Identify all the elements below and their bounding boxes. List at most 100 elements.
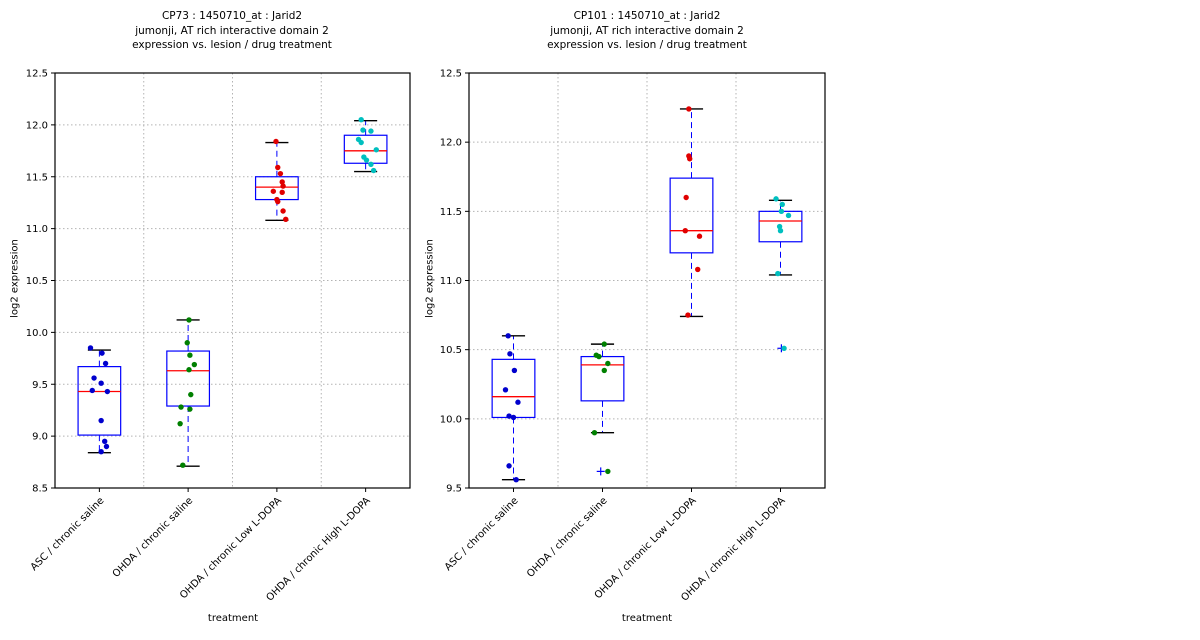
data-point: [506, 463, 512, 469]
data-point: [89, 387, 95, 394]
data-point: [510, 414, 517, 421]
data-point: [275, 164, 281, 171]
y-tick-label: 12.0: [26, 120, 48, 131]
data-point: [283, 216, 289, 222]
left-x-axis-label: treatment: [207, 613, 259, 624]
iqr-box: [580, 355, 625, 402]
data-point: [368, 161, 374, 167]
x-tick-label: OHDA / chronic saline: [525, 495, 610, 580]
data-point: [186, 317, 192, 323]
data-point: [191, 361, 198, 368]
y-tick-label: 9.5: [32, 380, 48, 391]
data-point: [696, 233, 703, 239]
data-point: [373, 147, 379, 153]
data-point: [785, 212, 792, 219]
x-tick-label: OHDA / chronic Low L-DOPA: [178, 495, 284, 601]
y-tick-label: 8.5: [32, 484, 48, 495]
data-point: [87, 345, 94, 351]
data-point: [506, 413, 512, 419]
data-point: [102, 438, 108, 445]
data-point: [280, 183, 286, 189]
right-plot-title: CP101 : 1450710_at : Jarid2 jumonji, AT …: [437, 9, 857, 53]
data-point: [515, 399, 521, 405]
y-tick-label: 11.0: [26, 224, 48, 235]
data-point: [778, 208, 785, 215]
data-point: [511, 367, 518, 374]
data-point: [686, 106, 692, 112]
data-point: [103, 443, 110, 450]
data-point: [601, 341, 607, 347]
data-point: [777, 228, 784, 234]
left-plot-title-line1: CP73 : 1450710_at : Jarid2: [161, 10, 303, 22]
data-point: [601, 367, 607, 374]
data-point: [605, 360, 611, 367]
y-tick-label: 11.5: [26, 172, 48, 183]
x-tick-label: ASC / chronic saline: [443, 495, 521, 573]
data-point: [188, 391, 194, 398]
data-point: [279, 179, 285, 185]
iqr-box: [77, 366, 122, 436]
data-point: [98, 448, 104, 455]
data-point: [775, 270, 781, 277]
data-point: [368, 128, 374, 134]
data-point: [184, 340, 190, 346]
left-plot: 8.5 9.0 9.5 10.0 10.5 11.0 11.5 12.0 12.5 ASC / c…: [26, 69, 411, 604]
data-point: [605, 468, 611, 475]
data-point: [280, 208, 286, 214]
data-point: [187, 352, 193, 358]
data-point: [358, 139, 364, 146]
y-tick-label: 10.0: [26, 328, 48, 339]
right-y-axis-label: log2 expression: [424, 239, 436, 318]
data-point: [695, 266, 701, 273]
data-point: [685, 312, 691, 318]
data-point: [277, 170, 284, 177]
y-tick-label: 10.5: [26, 276, 48, 287]
data-point: [270, 188, 277, 194]
iqr-box: [166, 350, 211, 407]
data-point: [505, 333, 511, 339]
data-point: [779, 201, 785, 208]
data-point: [682, 228, 688, 234]
y-tick-label: 11.5: [440, 207, 462, 218]
data-point: [104, 388, 111, 395]
data-point: [279, 189, 285, 196]
data-point: [91, 375, 97, 381]
y-tick-label: 9.0: [32, 432, 48, 443]
left-plot-title-line2: jumonji, AT rich interactive domain 2: [135, 24, 329, 37]
y-tick-label: 10.0: [440, 414, 462, 425]
data-point: [687, 156, 693, 162]
x-tick-label: OHDA / chronic High L-DOPA: [264, 495, 372, 603]
y-tick-label: 12.5: [26, 69, 48, 80]
left-plot-title-line3: expression vs. lesion / drug treatment: [132, 39, 332, 51]
right-plot: 9.5 10.0 10.5 11.0 11.5 12.0 12.5 ASC / chronic…: [440, 69, 826, 604]
data-point: [187, 406, 193, 412]
data-point: [513, 477, 519, 483]
x-tick-label: OHDA / chronic Low L-DOPA: [593, 495, 699, 601]
data-point: [102, 360, 109, 367]
right-plot-title-line3: expression vs. lesion / drug treatment: [547, 39, 747, 51]
data-point: [273, 138, 279, 145]
data-point: [358, 116, 364, 123]
data-point: [99, 350, 105, 356]
data-point: [591, 429, 598, 436]
data-point: [781, 345, 787, 351]
right-plot-title-line2: jumonji, AT rich interactive domain 2: [550, 24, 744, 37]
data-point: [683, 194, 689, 201]
y-tick-label: 12.0: [440, 138, 462, 149]
iqr-box: [254, 176, 299, 201]
data-point: [180, 462, 186, 468]
data-point: [177, 420, 183, 427]
data-point: [773, 196, 779, 202]
x-tick-label: OHDA / chronic saline: [111, 495, 196, 580]
x-tick-label: OHDA / chronic High L-DOPA: [679, 495, 787, 603]
data-point: [360, 127, 366, 133]
y-tick-label: 10.5: [440, 345, 462, 356]
data-point: [776, 223, 783, 230]
y-tick-label: 12.5: [440, 69, 462, 80]
left-y-axis-label: log2 expression: [9, 239, 21, 318]
right-x-axis-label: treatment: [621, 613, 673, 624]
data-point: [370, 167, 377, 174]
iqr-box: [669, 177, 714, 254]
